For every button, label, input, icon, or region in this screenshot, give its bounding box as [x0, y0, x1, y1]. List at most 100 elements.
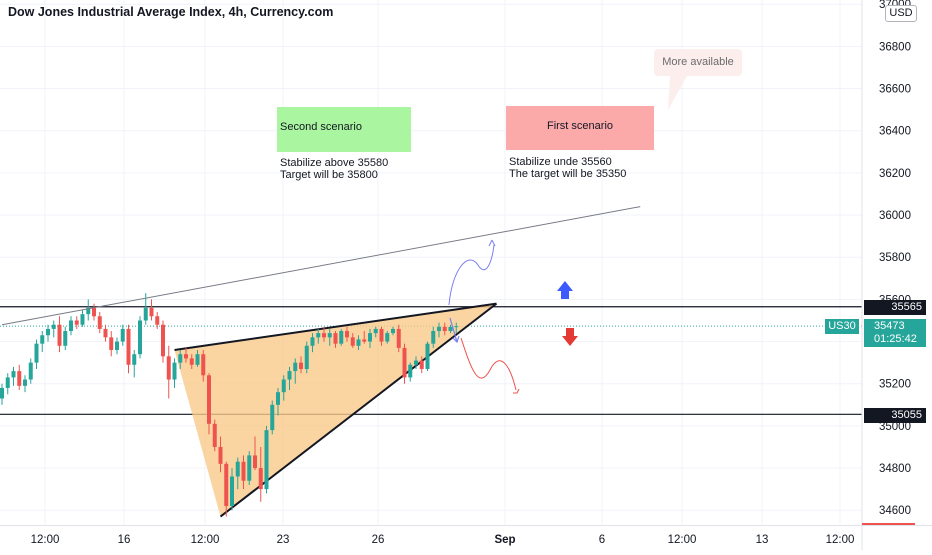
candle-body	[270, 404, 275, 431]
candle-body	[287, 371, 292, 380]
candle-body	[419, 360, 424, 369]
y-tick-label: 35800	[879, 252, 911, 264]
candle-down	[362, 331, 367, 344]
candle-body	[17, 371, 22, 386]
candle-body	[86, 307, 91, 315]
y-tick-label: 34600	[879, 505, 911, 517]
candle-up	[304, 341, 309, 374]
candle-down	[442, 322, 447, 336]
more-available-note[interactable]: More available	[654, 49, 742, 76]
candle-up	[195, 350, 200, 367]
candle-up	[425, 341, 430, 372]
candle-up	[5, 373, 10, 395]
candle-down	[92, 303, 96, 321]
candle-body	[241, 461, 246, 481]
candle-down	[126, 324, 131, 374]
y-tick-label: 36400	[879, 126, 911, 138]
candle-body	[115, 341, 119, 350]
breakdown-arrow	[449, 317, 458, 343]
candle-up	[373, 326, 378, 338]
candle-up	[437, 322, 441, 338]
y-tick-label: 36000	[879, 210, 911, 222]
candle-down	[97, 312, 102, 334]
candle-up	[316, 328, 321, 344]
candle-up	[46, 324, 50, 342]
candle-up	[63, 326, 68, 350]
candle-body	[385, 333, 390, 342]
first-scenario-note[interactable]: First scenario Stabilize unde 35560 The …	[506, 106, 654, 180]
candle-body	[327, 333, 332, 338]
candle-up	[51, 320, 56, 338]
drawings-layer	[1, 76, 687, 394]
candle-down	[212, 419, 217, 452]
candle-up	[293, 358, 298, 384]
candle-down	[161, 320, 165, 363]
candle-body	[28, 362, 33, 380]
candle-up	[0, 383, 4, 405]
breakdown-arrow-head	[452, 335, 460, 344]
y-tick-label: 35200	[879, 379, 911, 391]
candle-body	[207, 375, 211, 424]
candle-body	[345, 331, 349, 338]
candle-body	[230, 476, 234, 507]
candle-body	[11, 371, 16, 378]
candle-body	[448, 326, 453, 332]
y-tick-label: 35000	[879, 421, 911, 433]
candle-up	[391, 326, 395, 336]
countdown-label: 01:25:42	[874, 333, 917, 345]
currency-badge[interactable]: USD	[885, 5, 917, 22]
second-scenario-note[interactable]: Second scenario Stabilize above 35580 Ta…	[277, 107, 411, 181]
x-tick-label: Sep	[494, 534, 515, 546]
candle-body	[281, 379, 286, 393]
candle-down	[17, 364, 22, 391]
x-tick-label: 6	[599, 534, 605, 546]
candle-up	[178, 350, 183, 369]
candle-up	[276, 387, 280, 416]
candle-body	[414, 360, 418, 365]
candle-up	[431, 326, 436, 348]
candle-down	[155, 312, 160, 329]
candle-body	[143, 307, 148, 321]
y-tick-label: 36800	[879, 41, 911, 53]
x-tick-label: 12:00	[668, 534, 697, 546]
candle-body	[212, 423, 217, 447]
candle-body	[80, 314, 85, 325]
candle-body	[92, 307, 96, 317]
second-scenario-title: Second scenario	[280, 121, 362, 133]
candle-body	[69, 320, 73, 332]
candle-body	[155, 316, 160, 325]
candle-body	[120, 328, 125, 342]
candle-body	[103, 328, 108, 338]
candle-body	[299, 362, 303, 369]
candle-body	[63, 331, 68, 346]
candle-body	[408, 364, 413, 378]
candle-down	[419, 356, 424, 374]
candle-body	[34, 343, 39, 363]
trend-line	[1, 206, 641, 326]
candle-body	[218, 446, 223, 464]
candle-body	[247, 455, 252, 481]
candle-down	[149, 299, 154, 321]
candle-up	[408, 362, 413, 382]
last-price-box: 35473 01:25:42	[864, 319, 926, 347]
candle-body	[132, 354, 137, 365]
candle-body	[333, 333, 338, 344]
candle-up	[287, 366, 292, 391]
candle-up	[23, 375, 27, 393]
candle-up	[69, 316, 73, 336]
x-tick-label: 16	[118, 534, 131, 546]
first-scenario-title: First scenario	[546, 120, 614, 132]
candle-up	[264, 425, 269, 494]
candle-down	[218, 436, 223, 473]
candle-body	[276, 392, 280, 405]
candle-body	[258, 468, 263, 490]
candle-down	[184, 347, 188, 363]
candle-down	[109, 331, 114, 357]
candle-up	[230, 468, 234, 511]
second-scenario-body: Stabilize above 35580 Target will be 358…	[280, 157, 389, 181]
candle-body	[40, 335, 45, 344]
candle-body	[362, 339, 367, 342]
